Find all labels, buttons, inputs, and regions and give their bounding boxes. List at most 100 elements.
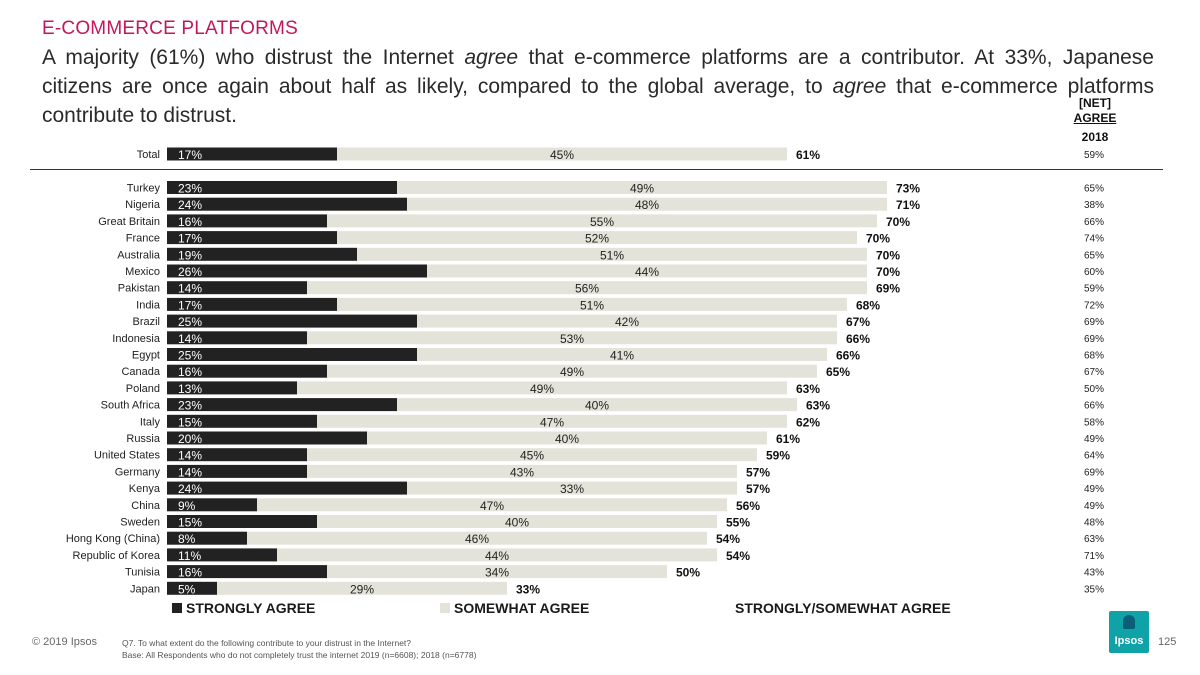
bar-somewhat-agree — [407, 197, 887, 211]
data-label-strongly: 11% — [178, 549, 201, 563]
data-label-net-2018: 59% — [1084, 150, 1104, 161]
data-label-net: 54% — [716, 532, 740, 546]
bar-strongly-agree — [167, 565, 327, 579]
data-label-somewhat: 40% — [555, 432, 579, 446]
logo-text: Ipsos — [1114, 635, 1144, 647]
logo-mark-icon — [1123, 615, 1135, 629]
bar-strongly-agree — [167, 297, 337, 311]
legend-label-somewhat: SOMEWHAT AGREE — [454, 600, 590, 616]
data-label-strongly: 25% — [178, 315, 202, 329]
bar-strongly-agree — [167, 181, 397, 194]
data-label-net: 63% — [796, 382, 820, 396]
total-divider — [30, 169, 1163, 170]
data-label-net: 33% — [516, 582, 540, 596]
data-label-strongly: 14% — [178, 449, 202, 463]
data-label-net-2018: 43% — [1084, 568, 1104, 579]
category-label: Turkey — [127, 183, 161, 195]
bar-somewhat-agree — [367, 431, 767, 445]
bar-somewhat-agree — [277, 548, 717, 562]
bar-strongly-agree — [167, 498, 257, 512]
data-label-net-2018: 35% — [1084, 584, 1104, 595]
data-label-somewhat: 47% — [540, 415, 564, 429]
bar-somewhat-agree — [407, 481, 737, 495]
data-label-net-2018: 48% — [1084, 518, 1104, 529]
data-label-net-2018: 58% — [1084, 417, 1104, 428]
data-label-somewhat: 52% — [585, 232, 609, 246]
category-label: India — [136, 299, 161, 311]
data-label-net: 70% — [886, 215, 910, 229]
bar-somewhat-agree — [307, 448, 757, 462]
category-label: South Africa — [101, 400, 161, 412]
headline-emphasis: agree — [464, 46, 519, 69]
bar-somewhat-agree — [427, 264, 867, 278]
bar-somewhat-agree — [357, 247, 867, 261]
data-label-somewhat: 44% — [485, 549, 509, 563]
bar-somewhat-agree — [327, 364, 817, 378]
data-label-net-2018: 60% — [1084, 267, 1104, 278]
category-label: Germany — [115, 466, 161, 478]
category-label: Canada — [121, 366, 160, 378]
category-label: Sweden — [120, 517, 160, 529]
data-label-somewhat: 55% — [590, 215, 614, 229]
data-label-strongly: 20% — [178, 432, 202, 446]
category-label: Japan — [130, 583, 160, 595]
data-label-somewhat: 51% — [580, 298, 604, 312]
section-kicker: E-COMMERCE PLATFORMS — [42, 18, 298, 39]
bar-somewhat-agree — [307, 331, 837, 345]
data-label-net: 57% — [746, 482, 770, 496]
bar-strongly-agree — [167, 231, 337, 245]
data-label-strongly: 8% — [178, 532, 196, 546]
bar-strongly-agree — [167, 147, 337, 161]
data-label-net-2018: 64% — [1084, 451, 1104, 462]
category-label: Nigeria — [125, 199, 161, 211]
category-label: Hong Kong (China) — [66, 533, 160, 545]
bar-somewhat-agree — [307, 464, 737, 478]
data-label-net-2018: 72% — [1084, 300, 1104, 311]
category-label: China — [131, 500, 161, 512]
bar-strongly-agree — [167, 247, 357, 261]
net-agree-column-header: [NET] AGREE 2018 — [1070, 96, 1120, 145]
category-label: Poland — [126, 383, 160, 395]
category-label: Tunisia — [125, 567, 161, 579]
category-label: Italy — [140, 416, 161, 428]
data-label-net: 67% — [846, 315, 870, 329]
bar-somewhat-agree — [317, 414, 787, 428]
data-label-somewhat: 48% — [635, 198, 659, 212]
question-text: Q7. To what extent do the following cont… — [122, 638, 412, 648]
data-label-net-2018: 69% — [1084, 334, 1104, 345]
data-label-strongly: 16% — [178, 215, 202, 229]
headline-part: that e-commerce platforms contribute to … — [42, 75, 1154, 127]
bar-strongly-agree — [167, 431, 367, 445]
data-label-somewhat: 44% — [635, 265, 659, 279]
data-label-net-2018: 71% — [1084, 551, 1104, 562]
data-label-strongly: 15% — [178, 415, 202, 429]
bar-somewhat-agree — [417, 348, 827, 361]
data-label-net: 70% — [876, 248, 900, 262]
category-label: Total — [137, 149, 160, 161]
category-label: Egypt — [132, 350, 160, 362]
bar-somewhat-agree — [217, 581, 507, 595]
data-label-net: 69% — [876, 282, 900, 296]
data-label-net: 61% — [776, 432, 800, 446]
data-label-net-2018: 68% — [1084, 351, 1104, 362]
agree-label: AGREE — [1073, 111, 1117, 125]
bar-strongly-agree — [167, 314, 417, 328]
bar-somewhat-agree — [317, 515, 717, 528]
data-label-net: 68% — [856, 298, 880, 312]
category-label: France — [126, 233, 160, 245]
bar-strongly-agree — [167, 264, 427, 278]
data-label-net: 54% — [726, 549, 750, 563]
bar-strongly-agree — [167, 548, 277, 562]
bar-somewhat-agree — [337, 147, 787, 161]
data-label-somewhat: 49% — [560, 365, 584, 379]
category-label: Mexico — [125, 266, 160, 278]
category-label: United States — [94, 450, 161, 462]
headline-emphasis: agree — [832, 75, 887, 98]
data-label-strongly: 13% — [178, 382, 202, 396]
data-label-somewhat: 43% — [510, 465, 534, 479]
year-label: 2018 — [1081, 130, 1109, 144]
category-label: Russia — [126, 433, 161, 445]
bar-strongly-agree — [167, 414, 317, 428]
data-label-net-2018: 65% — [1084, 184, 1104, 195]
data-label-somewhat: 40% — [505, 516, 529, 530]
